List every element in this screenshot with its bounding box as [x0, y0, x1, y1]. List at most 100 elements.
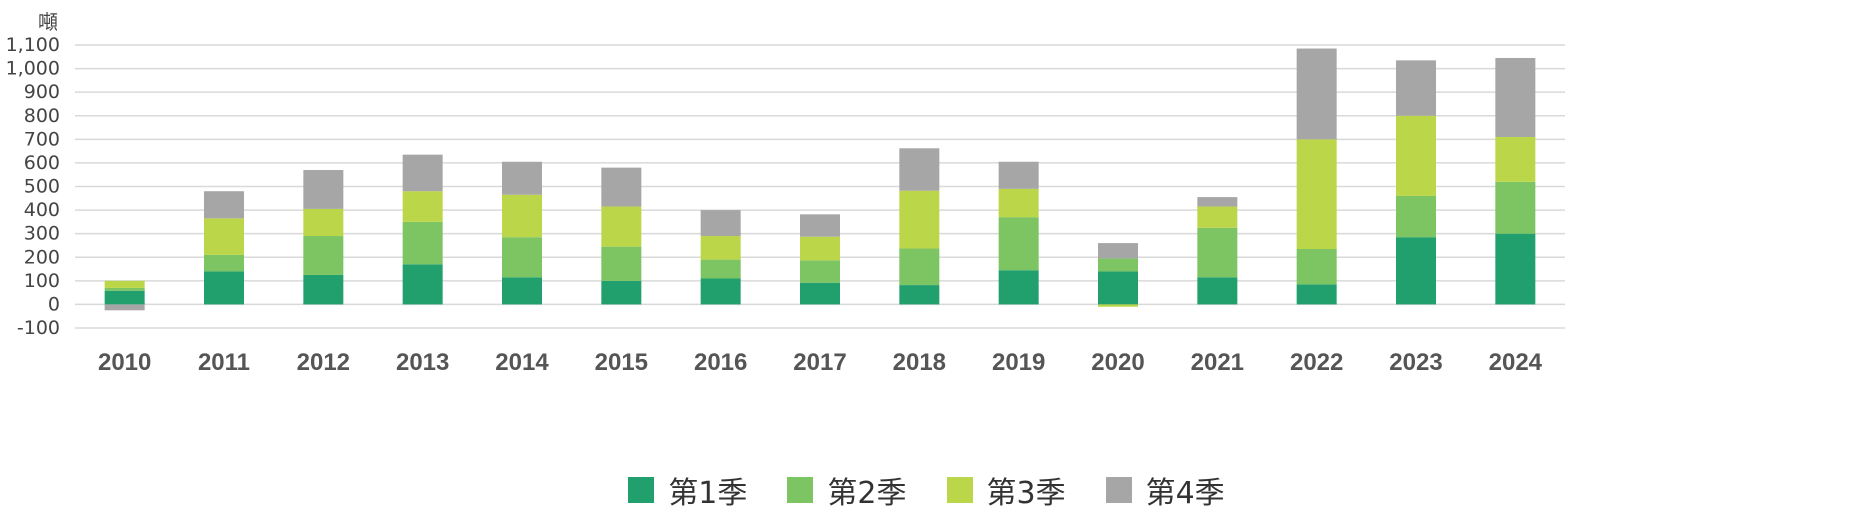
bar-2024-q4 [1495, 57, 1536, 137]
bar-2010-q1 [104, 290, 145, 305]
bar-2010-q4 [104, 304, 145, 311]
bar-2022-q4 [1296, 48, 1337, 140]
legend-item-q2: 第2季 [787, 468, 907, 512]
bar-2021-q3 [1197, 206, 1238, 228]
y-tick-label: 900 [24, 81, 60, 103]
bar-2017-q3 [800, 236, 840, 261]
bar-2022-q2 [1296, 248, 1337, 285]
legend-item-q4: 第4季 [1105, 468, 1225, 512]
legend-swatch-q3 [946, 477, 973, 503]
bar-2016-q3 [700, 236, 741, 260]
bar-2018-q3 [899, 190, 940, 249]
bar-2012-q4 [303, 169, 344, 209]
bar-stacks [104, 48, 1536, 311]
bar-2023-q2 [1396, 195, 1436, 238]
bar-2013-q4 [402, 154, 443, 192]
y-tick-label: 800 [24, 105, 60, 127]
legend-item-q1: 第1季 [628, 468, 747, 512]
y-axis-tick-labels: -10001002003004005006007008009001,0001,1… [6, 34, 60, 339]
bar-2014-q2 [502, 237, 542, 278]
y-tick-label: -100 [17, 317, 60, 339]
y-tick-label: 600 [24, 152, 60, 174]
bar-2014-q4 [502, 161, 542, 195]
bar-2011-q4 [204, 191, 244, 219]
bar-2016-q2 [700, 259, 741, 279]
y-tick-label: 1,100 [6, 34, 60, 56]
legend-label-q4: 第4季 [1145, 476, 1225, 511]
bar-2013-q2 [402, 221, 443, 265]
bar-2015-q2 [601, 246, 642, 281]
bar-2022-q3 [1296, 139, 1337, 249]
y-axis-unit-label: 噸 [38, 10, 58, 34]
x-tick-label: 2012 [297, 349, 350, 376]
legend-item-q3: 第3季 [946, 468, 1066, 512]
y-tick-label: 1,000 [6, 58, 60, 80]
x-tick-label: 2020 [1091, 349, 1144, 376]
x-tick-label: 2023 [1389, 349, 1442, 376]
bar-2020-q3 [1098, 304, 1138, 307]
x-tick-label: 2013 [396, 349, 449, 376]
bar-2013-q3 [402, 191, 443, 222]
bar-2012-q2 [303, 236, 344, 275]
y-tick-label: 200 [24, 246, 60, 268]
x-tick-label: 2019 [992, 349, 1045, 376]
bar-2020-q4 [1098, 243, 1138, 259]
x-tick-label: 2016 [694, 349, 747, 376]
y-tick-label: 0 [48, 293, 60, 315]
x-tick-label: 2021 [1191, 349, 1244, 376]
bar-2017-q1 [800, 282, 840, 305]
bar-2017-q4 [800, 214, 840, 237]
legend-swatch-q1 [628, 477, 655, 503]
bar-2018-q4 [899, 148, 940, 191]
legend-swatch-q4 [1105, 477, 1132, 503]
bar-2024-q2 [1495, 181, 1536, 234]
x-tick-label: 2024 [1489, 349, 1543, 376]
stacked-bar-chart: -10001002003004005006007008009001,0001,1… [6, 34, 1565, 376]
bar-2013-q1 [402, 264, 443, 305]
y-tick-label: 400 [24, 199, 60, 221]
bar-2011-q2 [204, 254, 244, 272]
y-tick-label: 300 [24, 223, 60, 245]
y-tick-label: 700 [24, 128, 60, 150]
legend-swatch-q2 [787, 477, 814, 503]
bar-2018-q1 [899, 285, 940, 305]
bar-2018-q2 [899, 248, 940, 286]
bar-2024-q3 [1495, 136, 1536, 182]
legend-label-q2: 第2季 [827, 476, 907, 511]
bar-2019-q3 [998, 188, 1039, 218]
y-tick-label: 500 [24, 176, 60, 198]
x-tick-label: 2014 [495, 349, 549, 376]
bar-2023-q1 [1396, 237, 1436, 305]
bar-2024-q1 [1495, 233, 1536, 305]
bar-2014-q3 [502, 194, 542, 238]
bar-2010-q2 [104, 287, 145, 291]
bar-2012-q3 [303, 208, 344, 237]
y-tick-label: 100 [24, 270, 60, 292]
bar-2015-q4 [601, 167, 642, 207]
bar-2019-q4 [998, 161, 1039, 189]
x-axis-tick-labels: 2010 2011 2012 2013 2014 2015 2016 2017 2018 2019… [98, 349, 1543, 376]
bar-2011-q1 [204, 271, 244, 305]
bar-2021-q1 [1197, 277, 1238, 305]
bar-2019-q1 [998, 270, 1039, 305]
bar-2020-q2 [1098, 258, 1138, 272]
bar-2023-q4 [1396, 60, 1436, 116]
bar-2019-q2 [998, 217, 1039, 271]
bar-2010-q3 [104, 280, 145, 288]
bar-2011-q3 [204, 218, 244, 255]
bar-2014-q1 [502, 277, 542, 305]
x-tick-label: 2022 [1290, 349, 1343, 376]
bar-2023-q3 [1396, 115, 1436, 196]
bar-2020-q1 [1098, 271, 1138, 305]
bar-2022-q1 [1296, 284, 1337, 305]
bar-2016-q1 [700, 278, 741, 305]
bar-2021-q4 [1197, 197, 1238, 207]
bar-2017-q2 [800, 260, 840, 283]
bar-2016-q4 [700, 210, 741, 237]
bar-2015-q1 [601, 280, 642, 305]
legend-label-q3: 第3季 [986, 476, 1066, 511]
bar-2012-q1 [303, 274, 344, 305]
legend: 第1季 第2季 第3季 第4季 [0, 460, 1853, 520]
x-tick-label: 2017 [793, 349, 846, 376]
x-tick-label: 2011 [198, 349, 250, 376]
